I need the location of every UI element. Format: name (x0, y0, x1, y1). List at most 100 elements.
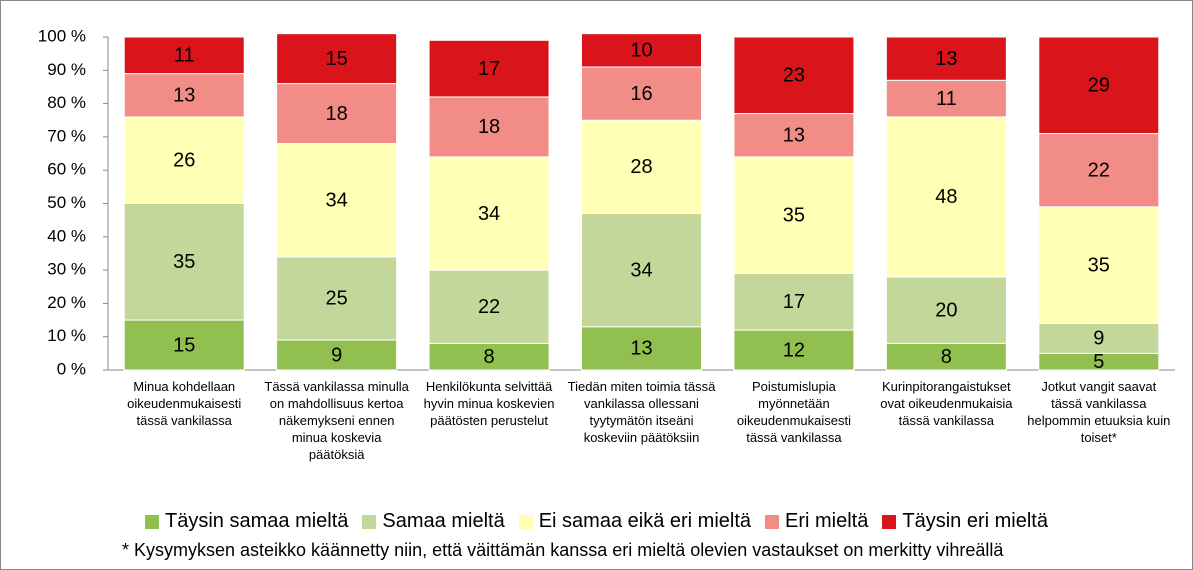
bar-segment (276, 83, 398, 145)
y-tick-label: 50 % (47, 193, 86, 212)
y-tick-label: 0 % (57, 359, 86, 378)
bar-segment (581, 66, 702, 121)
bar-segment (733, 36, 855, 115)
bar-segment (123, 203, 245, 321)
bar-segment (581, 119, 702, 214)
bar-segment (123, 116, 245, 204)
bar-segment (428, 342, 550, 371)
data-label: 8 (941, 346, 952, 368)
data-label: 34 (630, 259, 652, 281)
bar-segment (581, 33, 702, 68)
x-tick-label: Tiedän miten toimia tässä vankilassa oll… (567, 379, 716, 445)
data-label: 15 (173, 334, 195, 356)
y-tick-label: 70 % (47, 126, 86, 145)
legend-item: Eri mieltä (765, 510, 868, 533)
data-label: 9 (331, 344, 342, 366)
data-label: 29 (1088, 75, 1110, 97)
data-label: 35 (1088, 254, 1110, 276)
legend-swatch (882, 514, 897, 529)
x-tick-label: Tässä vankilassa minulla on mahdollisuus… (264, 379, 409, 462)
y-tick-label: 60 % (47, 160, 86, 179)
data-label: 12 (783, 339, 805, 361)
x-tick-label: Kurinpitorangaistukset ovat oikeudenmuka… (880, 379, 1013, 428)
legend-item: Täysin samaa mieltä (145, 510, 348, 533)
data-label: 20 (935, 299, 957, 321)
x-tick-label: Jotkut vangit saavat tässä vankilassa he… (1027, 379, 1171, 445)
y-tick-label: 10 % (47, 326, 86, 345)
legend-swatch (145, 514, 160, 529)
data-label: 16 (630, 83, 652, 105)
x-tick-label: Poistumislupia myönnetään oikeudenmukais… (736, 379, 852, 445)
bar-segment (733, 329, 855, 371)
footnote: * Kysymyksen asteikko käännetty niin, et… (122, 540, 1004, 560)
y-tick-label: 90 % (47, 60, 86, 79)
legend-label: Täysin samaa mieltä (165, 510, 349, 532)
data-label: 34 (478, 203, 500, 225)
data-label: 22 (1088, 159, 1110, 181)
legend-label: Täysin eri mieltä (902, 510, 1048, 532)
bar-segment (733, 113, 855, 158)
bar-segment (123, 319, 245, 371)
data-label: 11 (174, 45, 195, 67)
bar-segment (1038, 322, 1160, 354)
bar-segment (276, 256, 398, 341)
data-label: 10 (630, 40, 652, 62)
bar-segment (1038, 206, 1160, 324)
bar-segment (733, 272, 855, 331)
legend-label: Samaa mieltä (382, 510, 505, 532)
bar-segment (885, 276, 1007, 344)
data-label: 26 (173, 149, 195, 171)
bar-segment (885, 342, 1007, 371)
bar-segment (733, 156, 855, 274)
legend: Täysin samaa mieltä Samaa mieltä Ei samaa … (0, 510, 1193, 533)
bar-segment (885, 36, 1007, 81)
data-label: 13 (173, 85, 195, 107)
data-label: 18 (326, 103, 348, 125)
data-label: 17 (478, 58, 500, 80)
legend-item: Samaa mieltä (362, 510, 505, 533)
x-tick-label: Henkilökunta selvittää hyvin minua koske… (423, 379, 555, 428)
bar-segment (276, 339, 398, 371)
bar-segment (885, 116, 1007, 278)
legend-swatch (362, 514, 377, 529)
data-label: 13 (783, 125, 805, 147)
y-tick-label: 100 % (38, 26, 86, 45)
bar-segment (1038, 133, 1160, 208)
legend-label: Ei samaa eikä eri mieltä (538, 510, 752, 532)
bar-segment (276, 143, 398, 258)
legend-item: Ei samaa eikä eri mieltä (518, 510, 752, 533)
y-tick-label: 80 % (47, 93, 86, 112)
data-label: 5 (1093, 351, 1104, 373)
bar-segment (123, 73, 245, 118)
legend-swatch (518, 514, 533, 529)
x-tick-label: Minua kohdellaan oikeudenmukaisesti täss… (127, 379, 242, 428)
data-label: 17 (783, 291, 805, 313)
bar-segment (581, 326, 702, 371)
bar-segment (123, 36, 245, 75)
legend-item: Täysin eri mieltä (882, 510, 1048, 533)
data-label: 35 (783, 204, 805, 226)
data-label: 8 (484, 346, 495, 368)
bar-segment (428, 269, 550, 344)
data-label: 35 (173, 251, 195, 273)
data-label: 9 (1093, 328, 1104, 350)
bar-segment (428, 39, 550, 98)
bar-segment (1038, 36, 1160, 135)
data-label: 23 (783, 65, 805, 87)
bar-segment (276, 33, 398, 85)
data-label: 13 (935, 48, 957, 70)
y-tick-label: 40 % (47, 226, 86, 245)
data-label: 22 (478, 296, 500, 318)
data-label: 15 (326, 48, 348, 70)
data-label: 25 (326, 288, 348, 310)
legend-swatch (765, 514, 780, 529)
data-label: 28 (630, 156, 652, 178)
y-tick-label: 30 % (47, 260, 86, 279)
data-label: 48 (935, 186, 957, 208)
bar-segment (885, 79, 1007, 118)
legend-label: Eri mieltä (785, 510, 869, 532)
data-label: 34 (326, 189, 348, 211)
data-label: 18 (478, 116, 500, 138)
